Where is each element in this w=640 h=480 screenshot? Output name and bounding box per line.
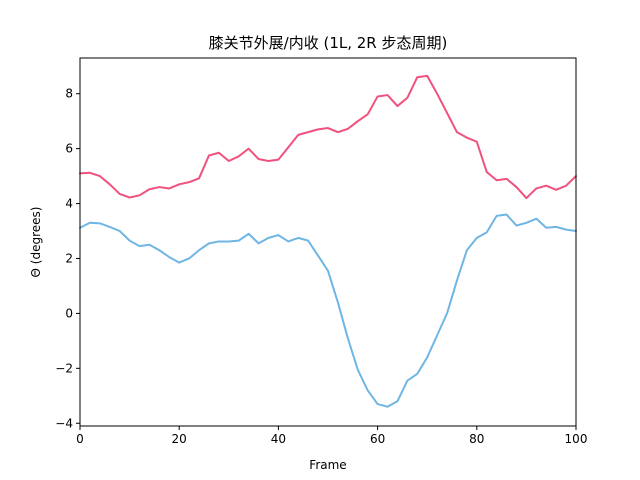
y-tick-label: 2 xyxy=(65,251,73,265)
x-axis-label: Frame xyxy=(309,458,346,472)
y-tick-label: 4 xyxy=(65,197,73,211)
chart-title: 膝关节外展/内收 (1L, 2R 步态周期) xyxy=(209,34,448,52)
series-line-1 xyxy=(79,74,577,200)
y-tick-label: 0 xyxy=(65,306,73,320)
y-tick-label: −2 xyxy=(55,361,73,375)
y-tick-label: 6 xyxy=(65,142,73,156)
plot-frame xyxy=(79,57,577,427)
y-axis-label: Θ (degrees) xyxy=(29,207,43,278)
x-tick-label: 40 xyxy=(271,432,286,446)
series-line-2 xyxy=(79,213,577,408)
x-tick-label: 80 xyxy=(469,432,484,446)
x-tick-label: 20 xyxy=(172,432,187,446)
y-tick-label: 8 xyxy=(65,87,73,101)
series-layer xyxy=(79,74,577,408)
y-tick-label: −4 xyxy=(55,416,73,430)
axes: 0 20 40 60 80 100 −4 −2 0 2 4 6 8 xyxy=(55,57,588,446)
x-tick-label: 100 xyxy=(565,432,588,446)
x-tick-label: 0 xyxy=(76,432,84,446)
x-tick-label: 60 xyxy=(370,432,385,446)
